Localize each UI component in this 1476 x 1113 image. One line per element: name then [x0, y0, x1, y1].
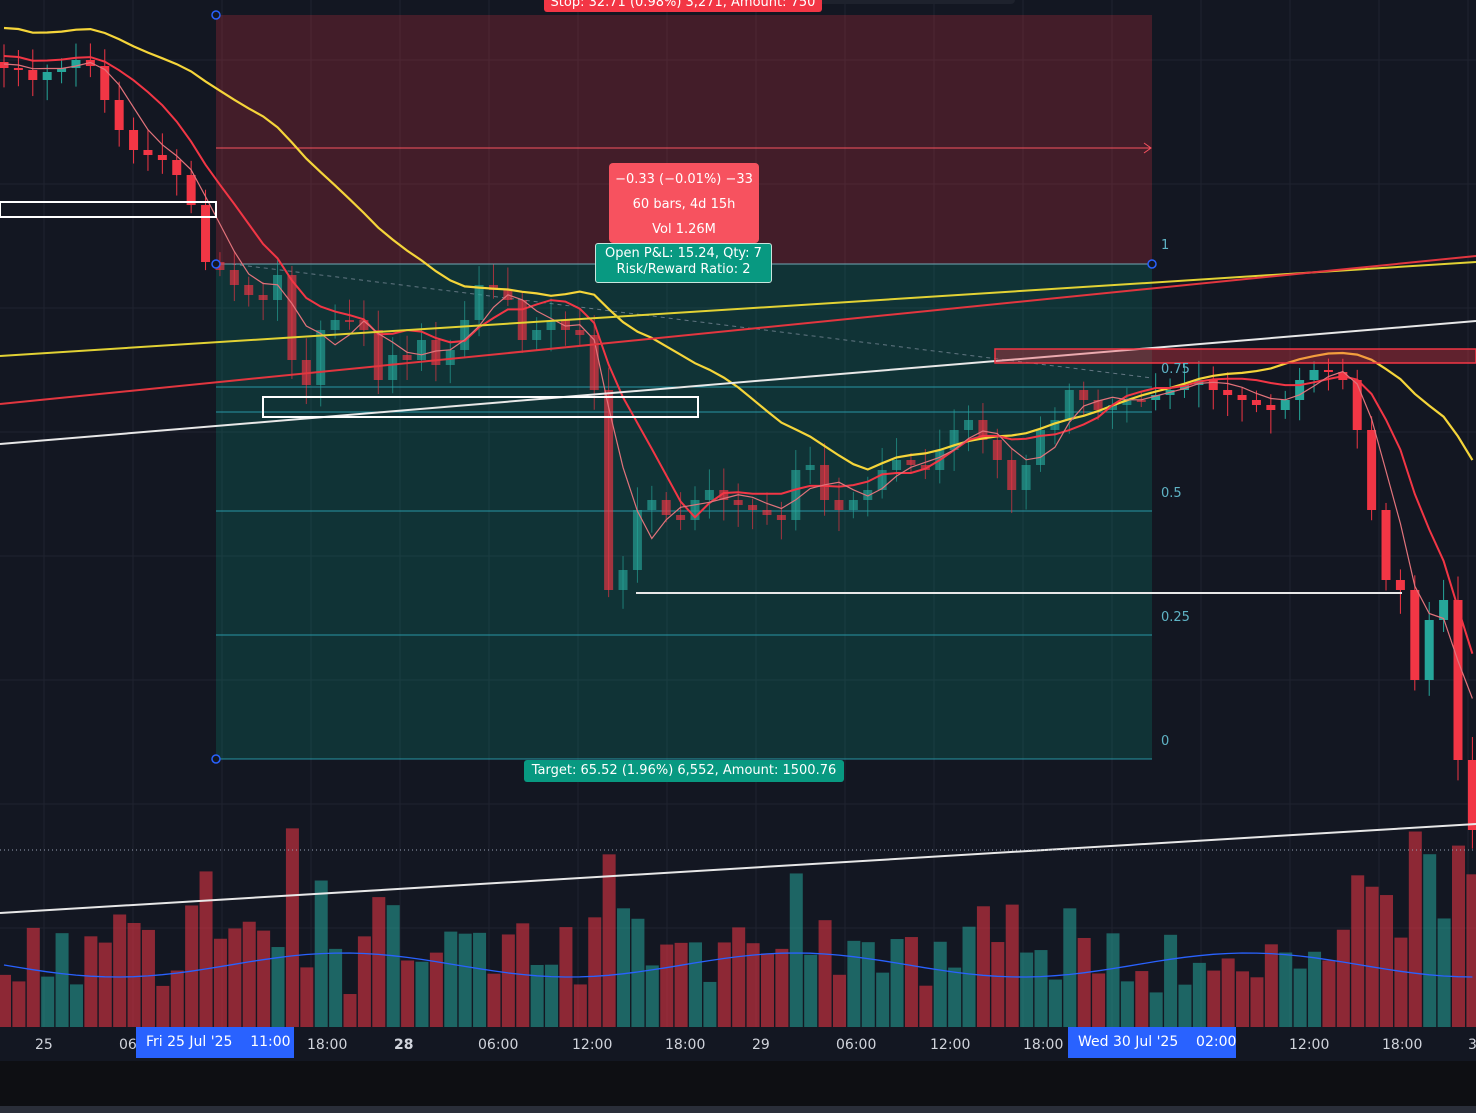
bottom-panel: [0, 1061, 1476, 1113]
candlesticks: [0, 26, 1476, 849]
time-axis-label: 12:00: [930, 1037, 971, 1053]
rectangle-left-box[interactable]: [0, 201, 217, 218]
trendline-white-lower[interactable]: [0, 823, 1476, 914]
fib-level-05: 0.5: [1161, 486, 1182, 501]
bottom-scrollbar[interactable]: [0, 1106, 1476, 1113]
time-axis-label: 28: [394, 1037, 414, 1053]
measure-bars: 60 bars, 4d 15h: [632, 197, 736, 212]
trendline-white-upper[interactable]: [0, 320, 1476, 445]
measure-volume: Vol 1.26M: [652, 222, 716, 237]
fib-level-025: 0.25: [1161, 610, 1190, 625]
time-axis-label: 18:00: [665, 1037, 706, 1053]
time-axis-label: 12:00: [572, 1037, 613, 1053]
rectangle-mid-box[interactable]: [262, 396, 699, 418]
rectangle-resistance-zone[interactable]: [994, 348, 1476, 364]
fib-level-0: 0: [1161, 734, 1170, 749]
trendline-yellow[interactable]: [0, 261, 1476, 357]
risk-reward: Risk/Reward Ratio: 2: [616, 262, 751, 277]
time-axis-end-highlight: Wed 30 Jul '25 02:00: [1068, 1027, 1236, 1058]
tool-handles[interactable]: [211, 10, 1157, 764]
stop-label: Stop: 32.71 (0.98%) 3,271, Amount: 750: [544, 0, 822, 12]
time-axis-label: 18:00: [1023, 1037, 1064, 1053]
fib-level-075: 0.75: [1161, 362, 1190, 377]
time-axis-label: 12:00: [1289, 1037, 1330, 1053]
time-axis-start-highlight: Fri 25 Jul '25 11:00: [136, 1027, 294, 1058]
trendline-red[interactable]: [0, 255, 1476, 405]
time-axis-label: 3: [1468, 1037, 1476, 1053]
time-axis-label: 06: [119, 1037, 137, 1053]
time-axis-label: 18:00: [307, 1037, 348, 1053]
target-label: Target: 65.52 (1.96%) 6,552, Amount: 150…: [524, 760, 844, 782]
time-axis-label: 29: [752, 1037, 770, 1053]
stop-zone-arrow-head: [1143, 142, 1152, 154]
time-axis-label: 18:00: [1382, 1037, 1423, 1053]
position-dashed-line: [231, 263, 1153, 379]
time-axis-label: 25: [35, 1037, 53, 1053]
volume-bars: [0, 828, 1476, 1027]
fib-level-1: 1: [1161, 238, 1170, 253]
measure-change: −0.33 (−0.01%) −33: [615, 172, 753, 187]
time-axis-label: 06:00: [478, 1037, 519, 1053]
time-axis-label: 06:00: [836, 1037, 877, 1053]
floating-toolbar[interactable]: [790, 0, 1015, 4]
position-info-box: Open P&L: 15.24, Qty: 7 Risk/Reward Rati…: [595, 243, 772, 283]
measure-tooltip: −0.33 (−0.01%) −33 60 bars, 4d 15h Vol 1…: [609, 163, 759, 243]
open-pnl: Open P&L: 15.24, Qty: 7: [605, 246, 762, 261]
